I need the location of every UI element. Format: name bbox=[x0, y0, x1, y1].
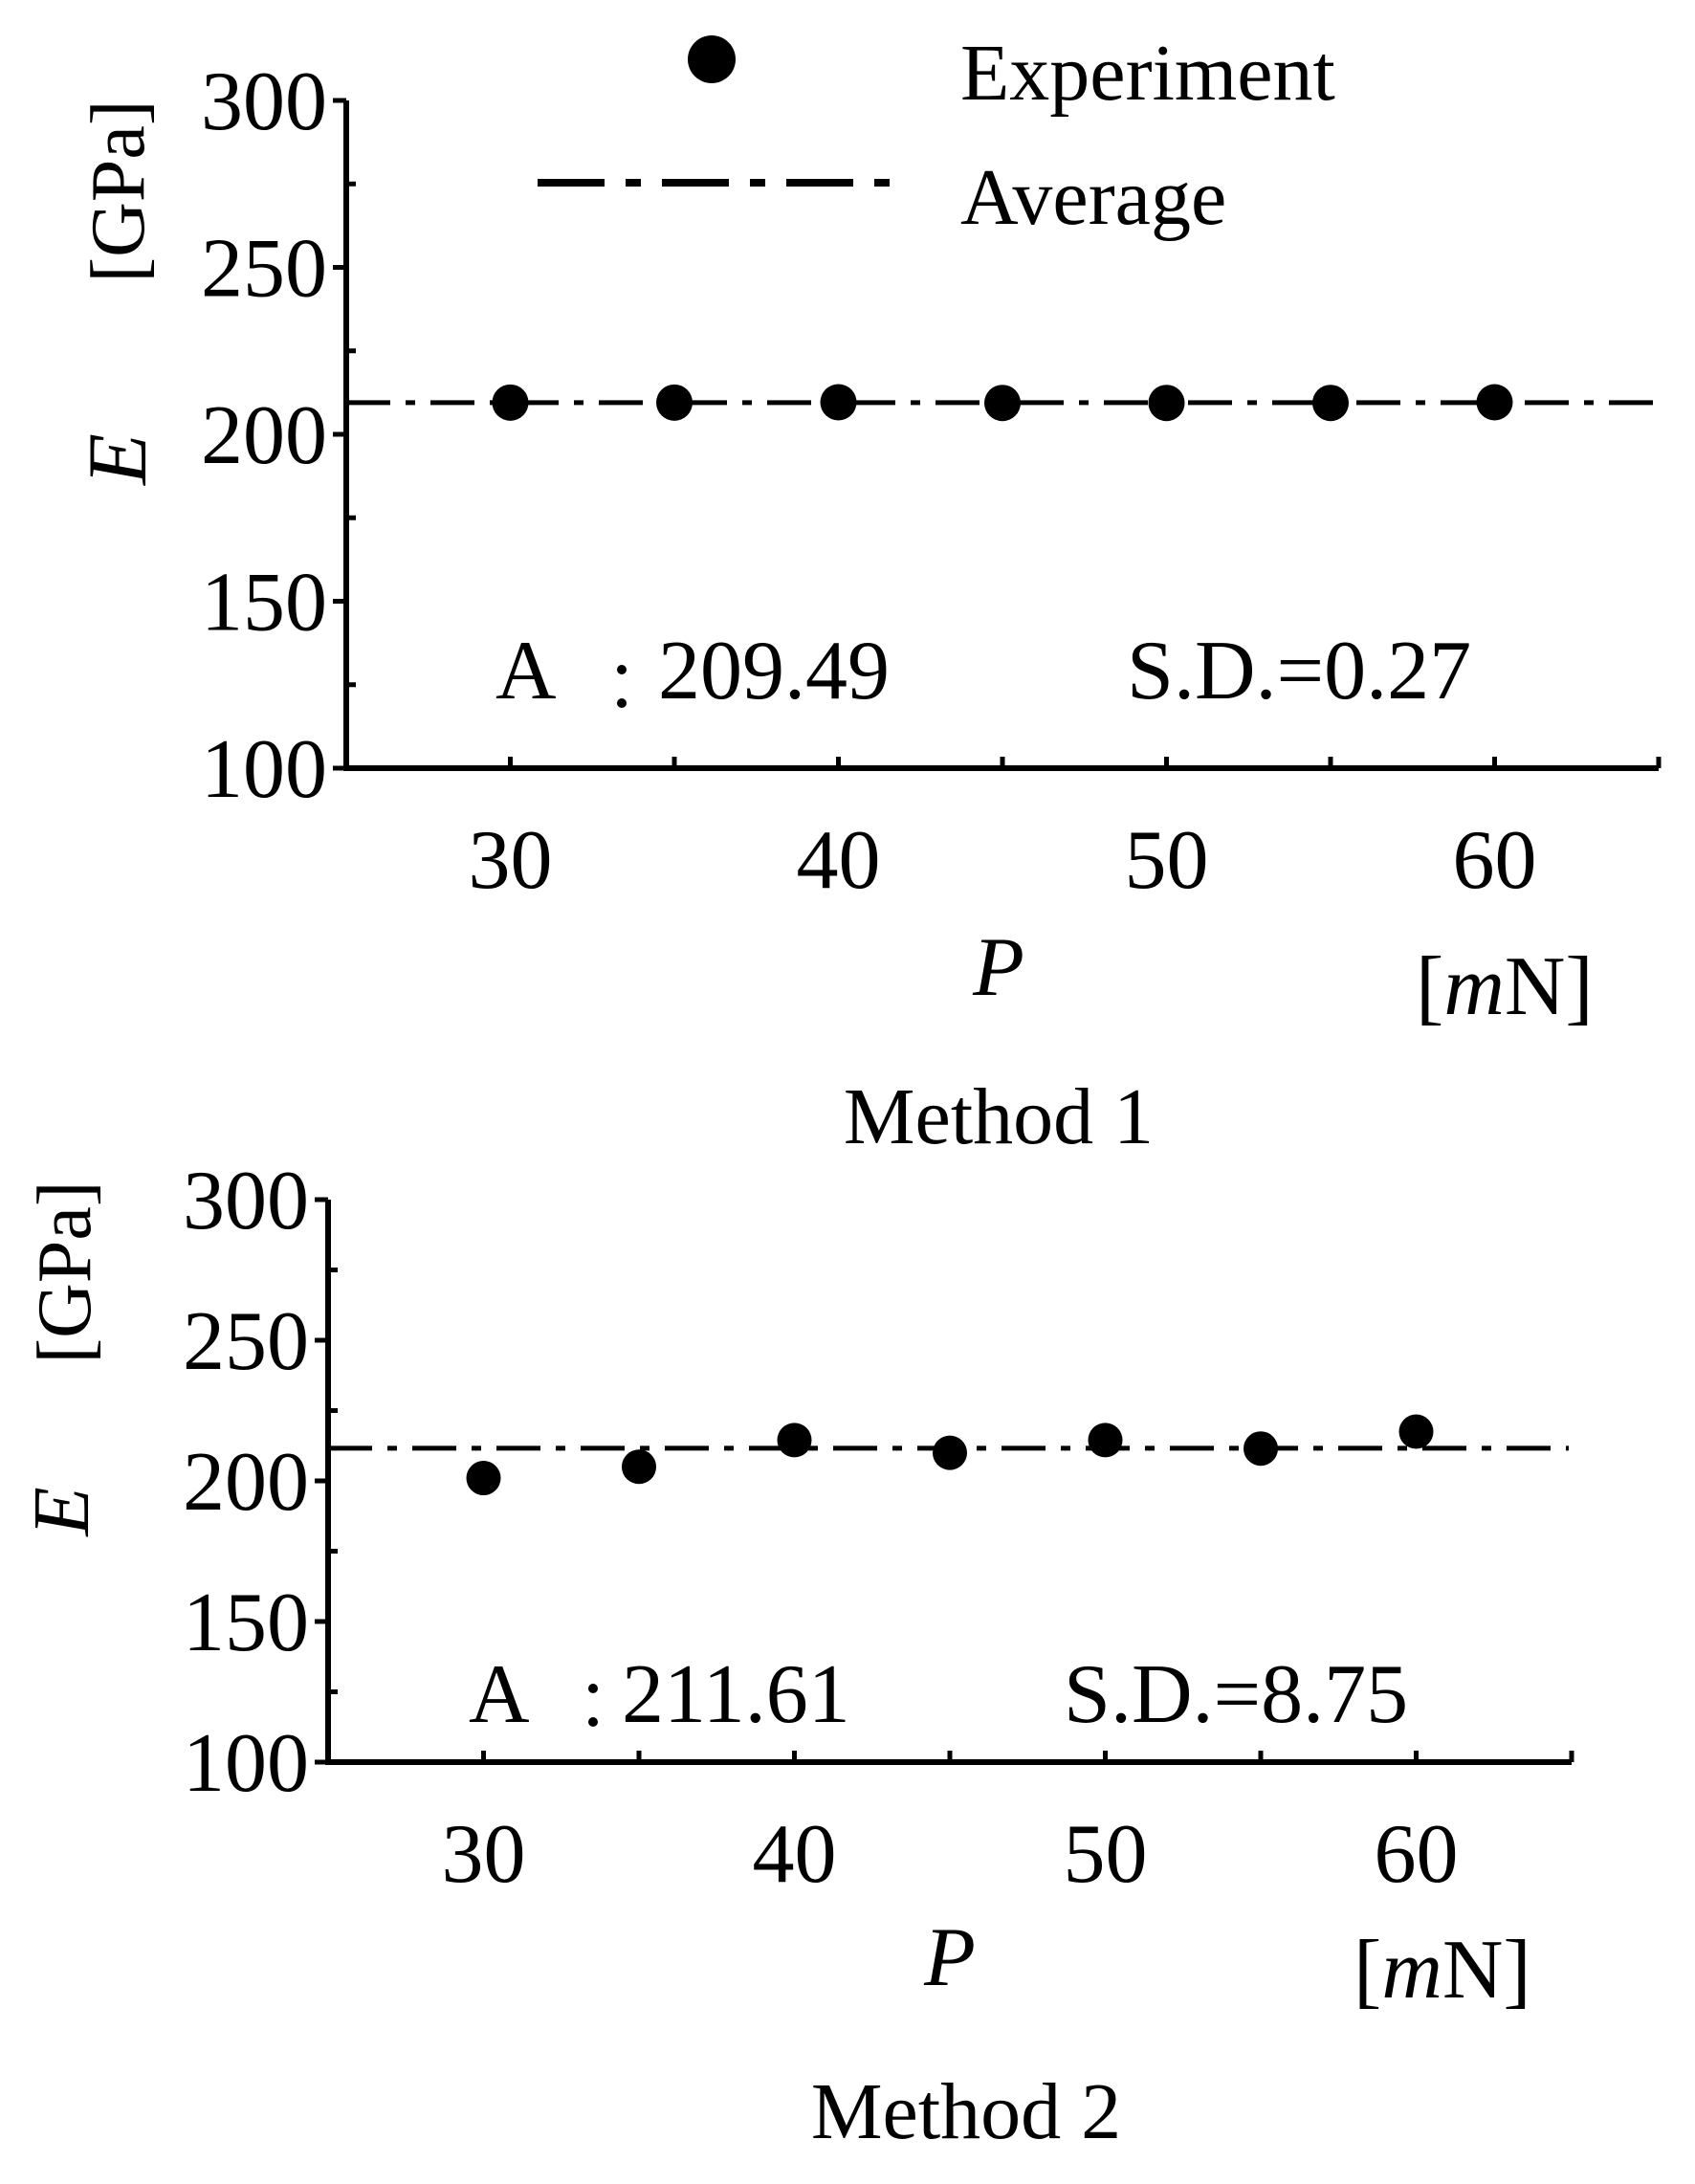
chart-2-annotation-avg-label: A bbox=[469, 1648, 530, 1741]
chart-2-y-label: E bbox=[17, 1487, 106, 1536]
chart-2-data-point bbox=[1244, 1431, 1278, 1467]
chart-2-data-point bbox=[1398, 1414, 1434, 1449]
chart-1-y-tick-label: 100 bbox=[201, 723, 327, 816]
chart-2-x-tick-label: 30 bbox=[442, 1808, 526, 1901]
legend: Experiment Average bbox=[538, 29, 1335, 242]
chart-1-y-unit: [GPa] bbox=[77, 99, 161, 282]
chart-2-data-point bbox=[933, 1435, 967, 1470]
chart-2-data-point bbox=[466, 1461, 501, 1496]
chart-2-annotation-avg-value: 211.61 bbox=[622, 1648, 850, 1741]
chart-2-annotation-sd: S.D.=8.75 bbox=[1064, 1648, 1408, 1741]
chart-1-data-point bbox=[1148, 385, 1185, 422]
chart-1-x-tick-label: 30 bbox=[469, 814, 553, 907]
chart-1-annotation-avg-label: A bbox=[495, 625, 557, 717]
chart-1-y-tick-label: 150 bbox=[201, 557, 327, 650]
chart-1-y-tick-label: 250 bbox=[201, 223, 327, 316]
chart-method-2: 100 150 200 250 300 30 40 50 60 E [GPa] P [mN] A… bbox=[17, 1155, 1574, 2156]
chart-1-data-point bbox=[1476, 384, 1513, 421]
chart-1-y-label: E bbox=[72, 433, 165, 487]
chart-1-y-tick-label: 200 bbox=[201, 389, 327, 482]
chart-1-data-point bbox=[820, 384, 857, 421]
chart-1-points bbox=[492, 384, 1513, 422]
chart-1-data-point bbox=[492, 384, 529, 421]
chart-2-y-unit: [GPa] bbox=[23, 1180, 107, 1363]
chart-1-data-point bbox=[656, 384, 693, 421]
chart-1-data-point bbox=[1312, 385, 1349, 422]
chart-1-title: Method 1 bbox=[844, 1072, 1154, 1161]
chart-method-1: 100 150 200 250 300 30 40 50 60 E [GPa] P [mN] A… bbox=[72, 55, 1662, 1161]
legend-label-experiment: Experiment bbox=[960, 29, 1335, 118]
chart-1-y-tick-label: 300 bbox=[201, 55, 327, 148]
chart-2-x-tick-label: 60 bbox=[1375, 1808, 1459, 1901]
chart-2-points bbox=[466, 1414, 1434, 1496]
chart-2-y-tick-label: 300 bbox=[183, 1155, 309, 1247]
chart-2-data-point bbox=[622, 1449, 656, 1485]
chart-2-title: Method 2 bbox=[811, 2067, 1121, 2156]
chart-1-data-point bbox=[984, 385, 1021, 422]
chart-1-annotation-colon bbox=[617, 665, 627, 708]
chart-1-x-label: P bbox=[972, 921, 1024, 1014]
chart-2-tick-labels: 100 150 200 250 300 30 40 50 60 bbox=[183, 1155, 1459, 1901]
legend-label-average: Average bbox=[960, 153, 1226, 242]
chart-2-y-tick-label: 100 bbox=[183, 1717, 309, 1810]
chart-2-x-label: P bbox=[923, 1911, 976, 2004]
legend-marker-experiment bbox=[688, 35, 736, 83]
chart-1-tick-labels: 100 150 200 250 300 30 40 50 60 bbox=[201, 55, 1537, 907]
chart-2-y-tick-label: 200 bbox=[183, 1436, 309, 1529]
chart-1-annotation-sd: S.D.=0.27 bbox=[1127, 625, 1471, 717]
chart-1-x-tick-label: 50 bbox=[1125, 814, 1209, 907]
chart-2-x-tick-label: 40 bbox=[753, 1808, 837, 1901]
chart-1-x-unit: [mN] bbox=[1416, 940, 1594, 1033]
chart-2-data-point bbox=[777, 1423, 812, 1458]
chart-2-x-tick-label: 50 bbox=[1064, 1808, 1148, 1901]
chart-2-data-point bbox=[1088, 1423, 1123, 1458]
chart-2-annotation-colon bbox=[588, 1684, 598, 1727]
chart-1-annotation-avg-value: 209.49 bbox=[658, 625, 890, 717]
chart-1-x-tick-label: 60 bbox=[1453, 814, 1537, 907]
chart-2-y-tick-label: 150 bbox=[183, 1577, 309, 1669]
chart-1-x-tick-label: 40 bbox=[797, 814, 881, 907]
chart-2-y-tick-label: 250 bbox=[183, 1295, 309, 1388]
chart-2-x-unit: [mN] bbox=[1354, 1924, 1531, 2017]
